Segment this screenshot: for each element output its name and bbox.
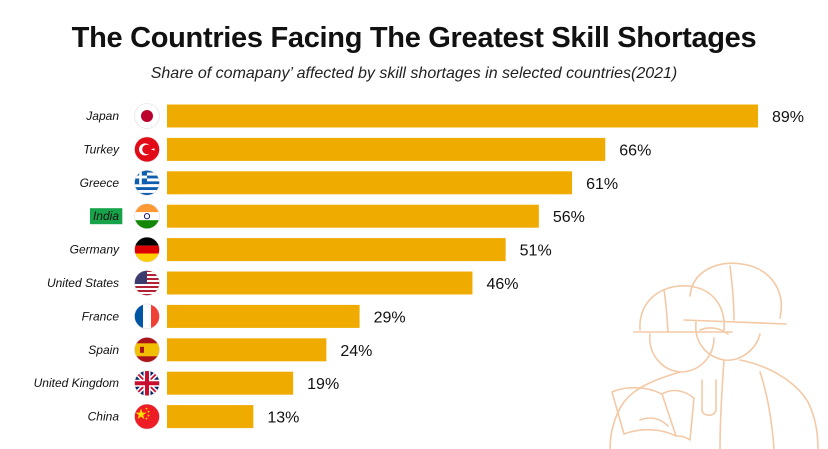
country-label: China [88, 410, 120, 424]
value-label: 56% [553, 209, 585, 226]
value-label: 19% [307, 376, 339, 393]
bar-france [167, 304, 360, 328]
spain-flag-icon [134, 336, 160, 363]
bar-turkey [167, 137, 606, 161]
bar-india [167, 204, 539, 228]
france-flag-icon [134, 303, 160, 330]
country-label: Greece [80, 176, 120, 190]
country-label: France [82, 309, 120, 323]
value-label: 46% [486, 276, 518, 293]
bar-united-kingdom [167, 371, 294, 395]
value-label: 89% [772, 109, 804, 126]
germany-flag-icon [134, 236, 160, 263]
bar-greece [167, 171, 573, 195]
workers-illustration [609, 262, 819, 449]
value-label: 13% [267, 410, 299, 427]
india-flag-icon [134, 203, 160, 229]
value-label: 61% [586, 176, 618, 193]
plot-area: 89% Japan 66% Turkey 61% Greece 56% India 51% Ger… [34, 103, 804, 430]
country-label: Germany [70, 243, 120, 257]
bar-japan [167, 104, 758, 128]
value-label: 24% [340, 343, 372, 360]
value-label: 66% [619, 142, 651, 159]
bar-spain [167, 338, 327, 362]
country-label: Japan [85, 109, 119, 123]
bar-germany [167, 238, 506, 262]
country-label: United Kingdom [34, 376, 119, 390]
country-label: United States [47, 276, 119, 290]
bar-united-states [167, 271, 473, 295]
china-flag-icon [134, 403, 160, 430]
bar-china [167, 405, 254, 429]
value-label: 51% [520, 243, 552, 260]
country-label: Spain [88, 343, 119, 357]
country-label: India [93, 209, 119, 223]
chart-title: The Countries Facing The Greatest Skill … [71, 22, 757, 54]
chart-subtitle: Share of comapany’ affected by skill sho… [150, 65, 678, 82]
highlight-box [89, 208, 123, 225]
united-states-flag-icon [134, 270, 160, 296]
country-label: Turkey [83, 142, 120, 156]
japan-flag-icon [134, 103, 160, 129]
turkey-flag-icon [134, 136, 160, 163]
greece-flag-icon [134, 170, 160, 196]
value-label: 29% [374, 309, 406, 326]
united-kingdom-flag-icon [134, 370, 160, 397]
